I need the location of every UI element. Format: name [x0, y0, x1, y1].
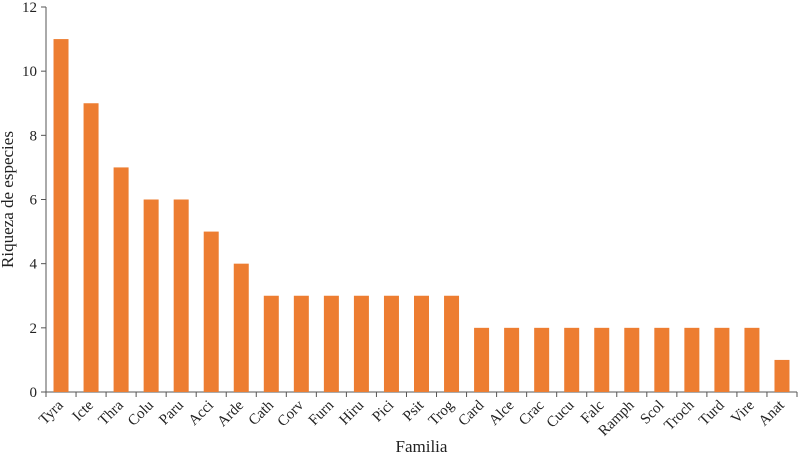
bar-anat: [774, 359, 790, 392]
x-tick-label: Furn: [306, 397, 338, 429]
y-axis: 0 2 4 6 8 10 12: [22, 0, 47, 401]
x-tick-label: Acci: [186, 398, 217, 429]
bar-cath: [263, 295, 279, 392]
x-tick-label: Trog: [426, 397, 458, 429]
y-tick-label: 6: [30, 193, 38, 209]
x-tick-label: Psit: [400, 397, 428, 425]
x-tick-label: Troch: [661, 397, 698, 434]
y-axis-title: Riqueza de especies: [0, 131, 17, 268]
bar-falc: [594, 327, 610, 392]
y-tick-label: 4: [30, 257, 38, 273]
x-tick-label: Card: [455, 397, 487, 429]
bar-crac: [534, 327, 550, 392]
y-tick-label: 10: [22, 64, 37, 80]
bar-icte: [83, 103, 99, 392]
bar-hiru: [353, 295, 369, 392]
x-tick-label: Thra: [96, 397, 128, 429]
bar-cucu: [564, 327, 580, 392]
bar-thra: [113, 167, 129, 392]
x-tick-label: Paru: [156, 397, 187, 428]
bar-vire: [744, 327, 760, 392]
x-tick-label: Turd: [696, 397, 728, 429]
x-axis: [45, 391, 798, 397]
bar-troch: [684, 327, 700, 392]
x-tick-label: Crac: [516, 397, 548, 429]
bar-acci: [203, 231, 219, 392]
bar-paru: [173, 199, 189, 392]
x-tick-label: Alce: [486, 397, 518, 429]
bar-corv: [293, 295, 309, 392]
bars-group: [53, 39, 790, 392]
bar-scol: [654, 327, 670, 392]
bar-colu: [143, 199, 159, 392]
x-tick-label: Cath: [246, 397, 278, 429]
bar-ramph: [624, 327, 640, 392]
x-tick-label: Anat: [756, 397, 789, 430]
x-tick-label: Tyra: [36, 397, 67, 428]
bar-furn: [323, 295, 339, 392]
bar-trog: [444, 295, 460, 392]
bar-arde: [233, 263, 249, 392]
x-tick-label: Vire: [728, 397, 758, 427]
x-tick-label: Arde: [215, 397, 248, 430]
y-tick-label: 2: [30, 321, 38, 337]
x-axis-title: Familia: [396, 437, 448, 456]
x-tick-label: Pici: [369, 398, 397, 426]
bar-psit: [414, 295, 429, 392]
bar-tyra: [53, 39, 69, 392]
x-tick-label: Hiru: [336, 397, 367, 428]
y-tick-label: 12: [22, 0, 37, 16]
bar-pici: [383, 295, 399, 392]
bar-card: [474, 327, 490, 392]
bar-alce: [504, 327, 520, 392]
y-tick-label: 8: [30, 128, 38, 144]
y-tick-label: 0: [30, 385, 38, 401]
x-tick-label: Icte: [70, 397, 97, 424]
bar-turd: [714, 327, 730, 392]
x-tick-label: Colu: [125, 397, 157, 429]
x-tick-label: Corv: [275, 397, 308, 430]
x-tick-label: Cucu: [544, 397, 578, 431]
